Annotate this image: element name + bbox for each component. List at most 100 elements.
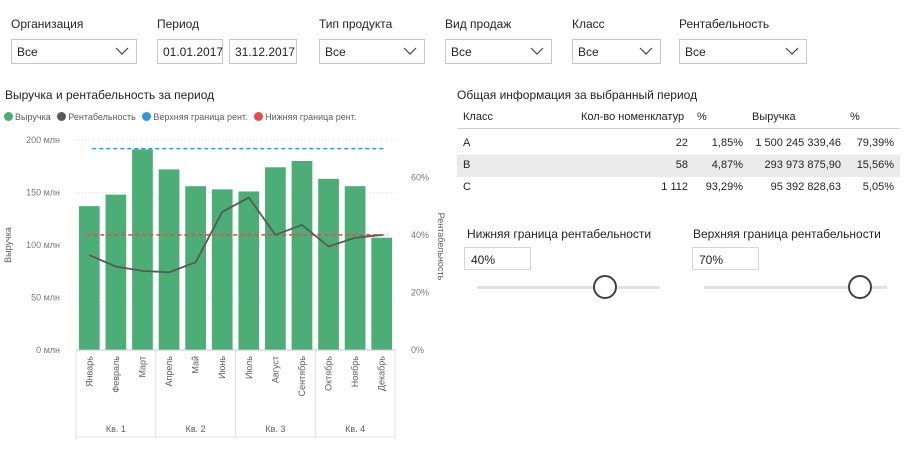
period-start-input[interactable]: 01.01.2017 <box>157 39 223 64</box>
legend-label: Нижняя граница рент. <box>265 112 357 122</box>
cell-count-percent: 1,85% <box>711 137 743 149</box>
bar-revenue <box>185 186 206 350</box>
y-tick-label: 50 млн <box>31 293 60 303</box>
product-type-dropdown[interactable]: Все <box>319 39 425 64</box>
y-axis-title: Выручка <box>3 227 13 263</box>
quarter-label: Кв. 3 <box>265 424 285 434</box>
lower-bound-label: Нижняя граница рентабельности <box>467 227 652 241</box>
upper-bound-input[interactable]: 70% <box>692 247 759 270</box>
bar-revenue <box>265 167 286 350</box>
profitability-line <box>88 196 382 274</box>
quarter-label: Кв. 2 <box>186 424 206 434</box>
lower-bound-input[interactable]: 40% <box>464 247 531 270</box>
sale-type-dropdown[interactable]: Все <box>445 39 552 64</box>
column-header-class[interactable]: Класс <box>463 111 493 123</box>
column-header-count[interactable]: Кол-во номенклатур <box>581 111 685 123</box>
profitability-label: Рентабельность <box>679 17 770 31</box>
chevron-down-icon <box>403 47 417 55</box>
y2-tick-label: 20% <box>411 287 429 297</box>
x-tick-label: Август <box>270 356 280 383</box>
cell-count: 22 <box>675 137 688 149</box>
table-header-row: Класс Кол-во номенклатур % Выручка % <box>457 107 900 129</box>
class-dropdown[interactable]: Все <box>572 39 661 64</box>
y-tick-label: 200 млн <box>26 135 60 145</box>
x-tick-label: Июль <box>244 356 254 379</box>
x-tick-label: Ноябрь <box>350 356 360 388</box>
sale-type-value: Все <box>451 45 472 59</box>
y2-axis-title: Рентабельность <box>436 213 445 281</box>
cell-class: A <box>463 137 471 149</box>
x-tick-label: Декабрь <box>377 356 387 391</box>
lower-bound-slider-track[interactable] <box>477 286 660 289</box>
class-label: Класс <box>572 17 605 31</box>
profitability-slicer: Рентабельность Все <box>679 17 807 67</box>
column-header-revenue-percent[interactable]: % <box>850 111 860 123</box>
quarter-label: Кв. 1 <box>106 424 126 434</box>
cell-revenue: 293 973 875,90 <box>764 159 841 171</box>
bar-revenue <box>78 206 100 350</box>
bar-revenue <box>371 237 393 350</box>
upper-bound-label: Верхняя граница рентабельности <box>693 227 881 241</box>
legend-item-revenue[interactable]: Выручка <box>4 112 51 122</box>
cell-count-percent: 93,29% <box>705 181 743 193</box>
bar-revenue <box>211 189 233 350</box>
chart-legend: Выручка Рентабельность Верхняя граница р… <box>4 112 360 122</box>
upper-bound-slider-track[interactable] <box>704 286 887 289</box>
organization-slicer: Организация Все <box>11 17 137 67</box>
cell-count-percent: 4,87% <box>711 159 743 171</box>
organization-label: Организация <box>11 17 84 31</box>
lower-bound-slider-thumb[interactable] <box>593 275 618 299</box>
info-title: Общая информация за выбранный период <box>457 88 698 102</box>
bar-revenue <box>105 194 127 350</box>
cell-count: 58 <box>675 159 688 171</box>
chevron-down-icon <box>115 47 129 55</box>
profitability-dropdown[interactable]: Все <box>679 39 807 64</box>
legend-dot <box>57 112 67 121</box>
y2-tick-label: 60% <box>411 172 429 182</box>
organization-dropdown[interactable]: Все <box>11 39 137 64</box>
organization-value: Все <box>17 45 38 59</box>
bar-revenue <box>238 191 260 350</box>
column-header-count-percent[interactable]: % <box>697 111 707 123</box>
legend-dot <box>254 112 264 121</box>
legend-dot <box>4 112 13 121</box>
table-row: C 1 112 93,29% 95 392 828,63 5,05% <box>457 177 900 199</box>
class-slicer: Класс Все <box>572 17 661 67</box>
chevron-down-icon <box>639 47 653 55</box>
quarter-label: Кв. 4 <box>345 424 365 434</box>
upper-bound-slider-thumb[interactable] <box>847 275 872 299</box>
info-table: Класс Кол-во номенклатур % Выручка % A 2… <box>457 107 900 199</box>
legend-dot <box>142 112 152 121</box>
x-tick-label: Июнь <box>217 356 227 379</box>
column-header-revenue[interactable]: Выручка <box>752 111 796 123</box>
legend-label: Рентабельность <box>68 112 136 122</box>
bar-revenue <box>344 186 366 350</box>
bar-revenue <box>158 169 180 350</box>
table-row: A 22 1,85% 1 500 245 339,46 79,39% <box>457 133 900 155</box>
cell-class: B <box>463 159 471 171</box>
cell-revenue: 95 392 828,63 <box>770 181 841 193</box>
cell-revenue-percent: 15,56% <box>856 159 894 171</box>
legend-label: Верхняя граница рент. <box>153 112 248 122</box>
sale-type-slicer: Вид продаж Все <box>445 17 552 67</box>
period-label: Период <box>157 17 200 31</box>
table-row: B 58 4,87% 293 973 875,90 15,56% <box>457 155 900 177</box>
legend-item-profitability[interactable]: Рентабельность <box>57 112 136 122</box>
legend-label: Выручка <box>15 112 51 122</box>
cell-revenue-percent: 79,39% <box>856 137 894 149</box>
class-value: Все <box>578 45 599 59</box>
period-slicer: Период 01.01.2017 31.12.2017 <box>157 17 297 67</box>
product-type-slicer: Тип продукта Все <box>319 17 425 67</box>
cell-class: C <box>463 181 471 193</box>
x-tick-label: Май <box>191 356 201 374</box>
x-tick-label: Сентябрь <box>297 356 307 397</box>
product-type-label: Тип продукта <box>319 17 393 31</box>
product-type-value: Все <box>325 45 346 59</box>
x-tick-label: Апрель <box>164 356 174 387</box>
period-end-input[interactable]: 31.12.2017 <box>229 39 297 64</box>
chevron-down-icon <box>530 47 544 55</box>
y-tick-label: 100 млн <box>26 240 60 250</box>
legend-item-upper-bound[interactable]: Верхняя граница рент. <box>142 112 248 122</box>
cell-revenue: 1 500 245 339,46 <box>755 137 841 149</box>
legend-item-lower-bound[interactable]: Нижняя граница рент. <box>254 112 356 122</box>
